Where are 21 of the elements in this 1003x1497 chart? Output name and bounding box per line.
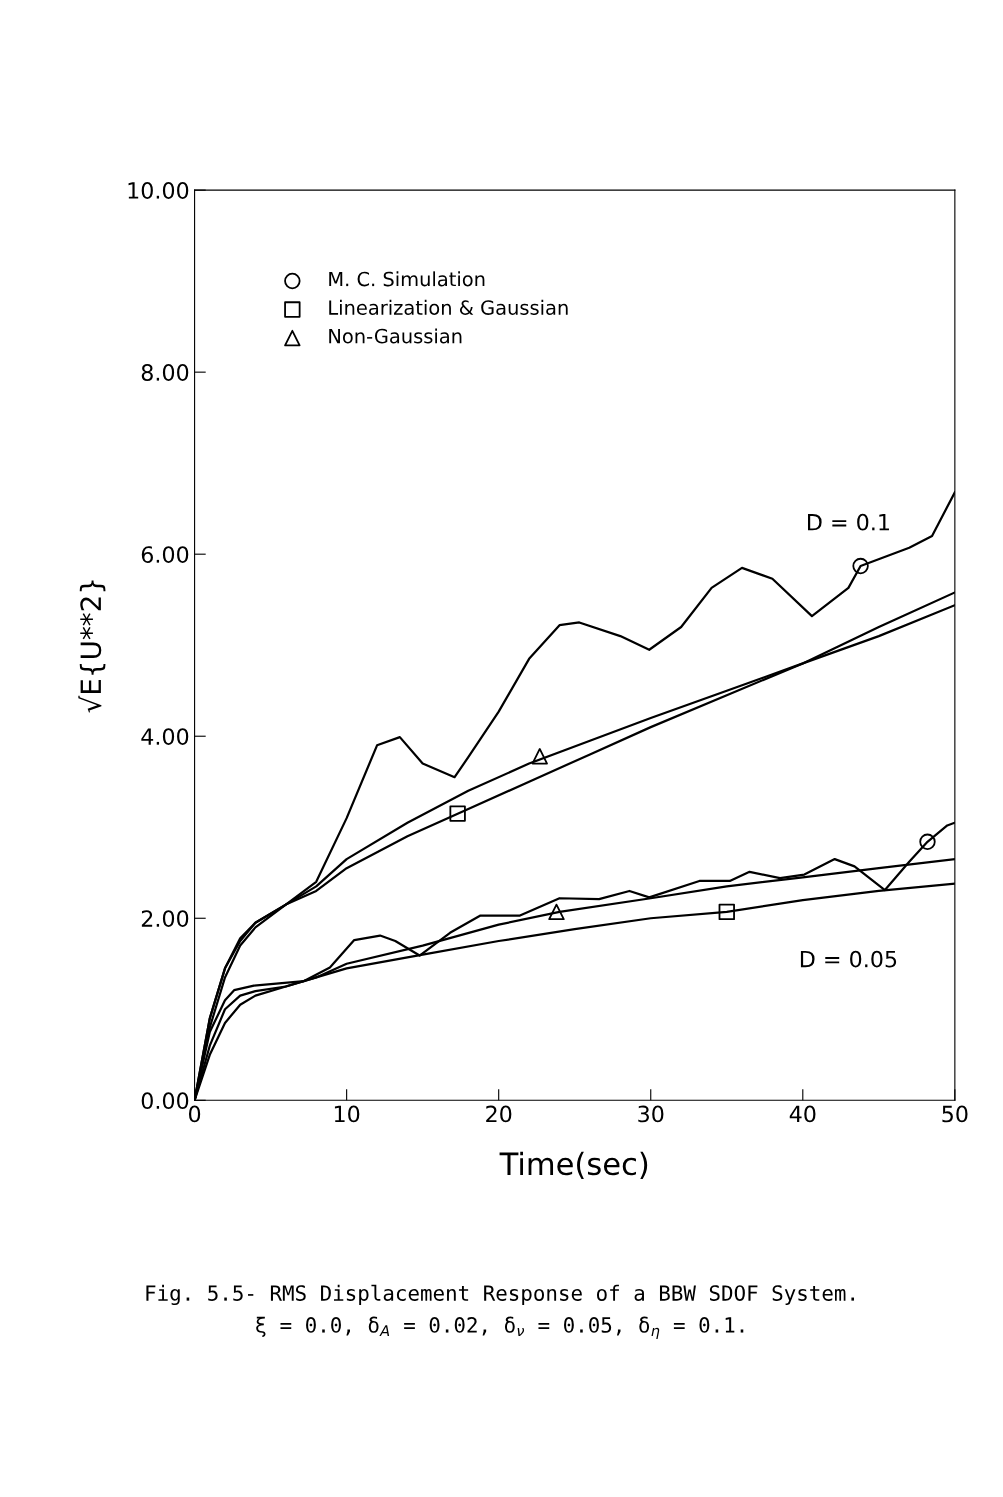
y-tick-label: 10.00 xyxy=(128,182,189,199)
x-axis-title: Time(sec) xyxy=(499,1151,648,1179)
x-tick-label: 10 xyxy=(334,1105,360,1123)
y-tick-label: 2.00 xyxy=(141,910,189,928)
annotation: D = 0.05 xyxy=(800,950,897,968)
y-tick-label: 6.00 xyxy=(141,546,189,563)
x-tick-label: 40 xyxy=(789,1105,816,1123)
legend-label: M. C. Simulation xyxy=(329,271,485,287)
text: ξ = 0.0, δ$_{A}$ = 0.02, δ$_{ν}$ = 0.05, δ$_{η}$ = 0.1. xyxy=(256,1316,744,1339)
y-axis-title: √E{U**2} xyxy=(78,580,106,713)
legend-label: Non-Gaussian xyxy=(329,328,462,344)
x-tick-label: 50 xyxy=(942,1105,968,1123)
legend-label: Linearization & Gaussian xyxy=(329,299,568,315)
caption: Fig. 5.5- RMS Displacement Response of a BBW SDOF System. xyxy=(146,1284,854,1306)
y-tick-label: 4.00 xyxy=(141,728,189,745)
y-tick-label: 8.00 xyxy=(141,364,189,381)
x-tick-label: 20 xyxy=(486,1105,512,1123)
y-tick-label: 0.00 xyxy=(141,1092,189,1110)
x-tick-label: 30 xyxy=(638,1105,664,1123)
x-tick-label: 0 xyxy=(188,1105,201,1123)
annotation: D = 0.1 xyxy=(808,513,889,531)
